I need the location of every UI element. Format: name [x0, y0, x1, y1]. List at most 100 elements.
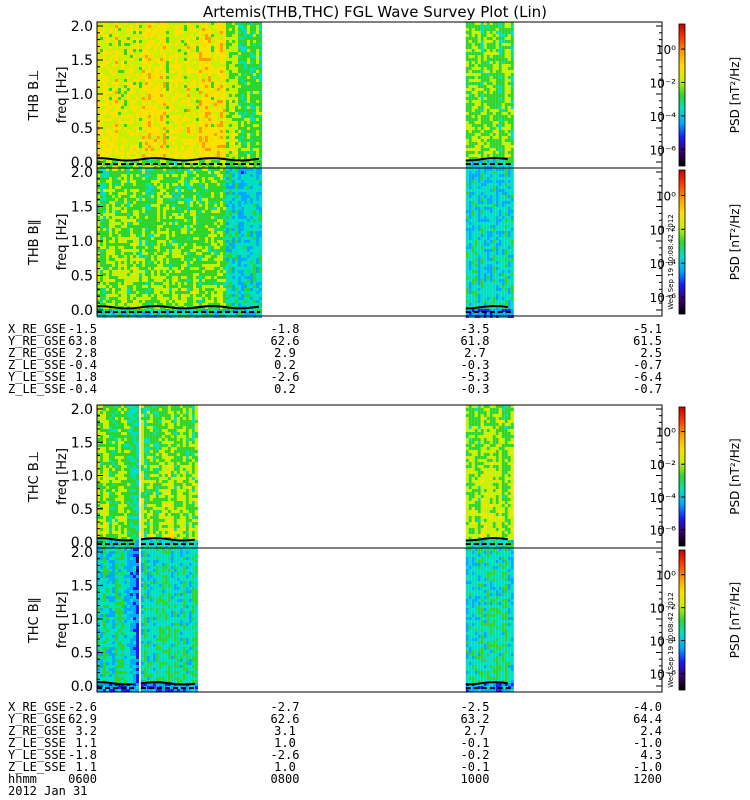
- heatmap-cell: [172, 246, 175, 249]
- heatmap-cell: [112, 124, 115, 127]
- heatmap-cell: [157, 58, 160, 61]
- heatmap-cell: [160, 294, 163, 297]
- heatmap-cell: [121, 189, 124, 192]
- heatmap-cell: [172, 177, 175, 180]
- heatmap-cell: [181, 109, 184, 112]
- heatmap-cell: [121, 264, 124, 267]
- heatmap-cell: [492, 76, 496, 79]
- heatmap-cell: [205, 85, 208, 88]
- heatmap-cell: [163, 133, 166, 136]
- heatmap-cell: [477, 85, 481, 88]
- heatmap-cell: [241, 133, 244, 136]
- heatmap-cell: [471, 37, 475, 40]
- heatmap-cell: [220, 43, 223, 46]
- heatmap-cell: [495, 61, 499, 64]
- heatmap-cell: [166, 46, 169, 49]
- heatmap-cell: [507, 139, 511, 142]
- heatmap-cell: [103, 100, 106, 103]
- heatmap-cell: [109, 25, 112, 28]
- heatmap-cell: [489, 136, 493, 139]
- heatmap-cell: [474, 112, 478, 115]
- heatmap-cell: [504, 28, 508, 31]
- heatmap-cell: [187, 85, 190, 88]
- heatmap-cell: [127, 28, 130, 31]
- heatmap-cell: [118, 234, 121, 237]
- heatmap-cell: [181, 189, 184, 192]
- heatmap-cell: [127, 43, 130, 46]
- heatmap-cell: [121, 70, 124, 73]
- heatmap-cell: [106, 252, 109, 255]
- heatmap-cell: [214, 43, 217, 46]
- heatmap-cell: [154, 177, 157, 180]
- heatmap-cell: [148, 261, 151, 264]
- heatmap-cell: [118, 261, 121, 264]
- heatmap-cell: [211, 142, 214, 145]
- heatmap-cell: [178, 231, 181, 234]
- heatmap-cell: [172, 34, 175, 37]
- heatmap-cell: [199, 70, 202, 73]
- heatmap-cell: [160, 258, 163, 261]
- heatmap-cell: [157, 130, 160, 133]
- heatmap-cell: [118, 210, 121, 213]
- heatmap-cell: [178, 151, 181, 154]
- heatmap-cell: [172, 300, 175, 303]
- heatmap-cell: [471, 76, 475, 79]
- heatmap-cell: [495, 79, 499, 82]
- heatmap-cell: [121, 127, 124, 130]
- heatmap-cell: [166, 219, 169, 222]
- heatmap-cell: [130, 288, 133, 291]
- heatmap-cell: [220, 118, 223, 121]
- heatmap-cell: [112, 240, 115, 243]
- heatmap-cell: [474, 37, 478, 40]
- heatmap-cell: [118, 288, 121, 291]
- heatmap-cell: [163, 243, 166, 246]
- heatmap-cell: [247, 103, 250, 106]
- heatmap-cell: [238, 124, 241, 127]
- heatmap-cell: [208, 85, 211, 88]
- heatmap-cell: [115, 300, 118, 303]
- heatmap-cell: [193, 130, 196, 133]
- heatmap-cell: [145, 118, 148, 121]
- heatmap-cell: [235, 136, 238, 139]
- heatmap-cell: [199, 25, 202, 28]
- heatmap-cell: [501, 115, 505, 118]
- heatmap-cell: [121, 160, 124, 163]
- heatmap-cell: [208, 145, 211, 148]
- heatmap-cell: [127, 297, 130, 300]
- heatmap-cell: [127, 198, 130, 201]
- heatmap-cell: [507, 40, 511, 43]
- heatmap-cell: [139, 160, 142, 163]
- heatmap-cell: [259, 28, 262, 31]
- heatmap-cell: [238, 103, 241, 106]
- heatmap-cell: [229, 130, 232, 133]
- heatmap-cell: [483, 121, 487, 124]
- heatmap-cell: [121, 183, 124, 186]
- heatmap-cell: [151, 231, 154, 234]
- heatmap-cell: [139, 61, 142, 64]
- heatmap-cell: [471, 151, 475, 154]
- heatmap-cell: [139, 297, 142, 300]
- heatmap-cell: [100, 40, 103, 43]
- heatmap-cell: [175, 58, 178, 61]
- heatmap-cell: [178, 112, 181, 115]
- heatmap-cell: [103, 67, 106, 70]
- heatmap-cell: [106, 91, 109, 94]
- heatmap-cell: [151, 160, 154, 163]
- heatmap-cell: [97, 192, 100, 195]
- heatmap-cell: [465, 46, 469, 49]
- heatmap-cell: [163, 177, 166, 180]
- heatmap-cell: [238, 118, 241, 121]
- heatmap-cell: [178, 270, 181, 273]
- heatmap-cell: [103, 222, 106, 225]
- heatmap-cell: [172, 303, 175, 306]
- heatmap-cell: [220, 127, 223, 130]
- heatmap-cell: [178, 246, 181, 249]
- heatmap-cell: [157, 85, 160, 88]
- heatmap-cell: [115, 85, 118, 88]
- heatmap-cell: [109, 100, 112, 103]
- heatmap-cell: [190, 70, 193, 73]
- heatmap-cell: [130, 270, 133, 273]
- heatmap-cell: [474, 46, 478, 49]
- heatmap-cell: [142, 231, 145, 234]
- heatmap-cell: [127, 127, 130, 130]
